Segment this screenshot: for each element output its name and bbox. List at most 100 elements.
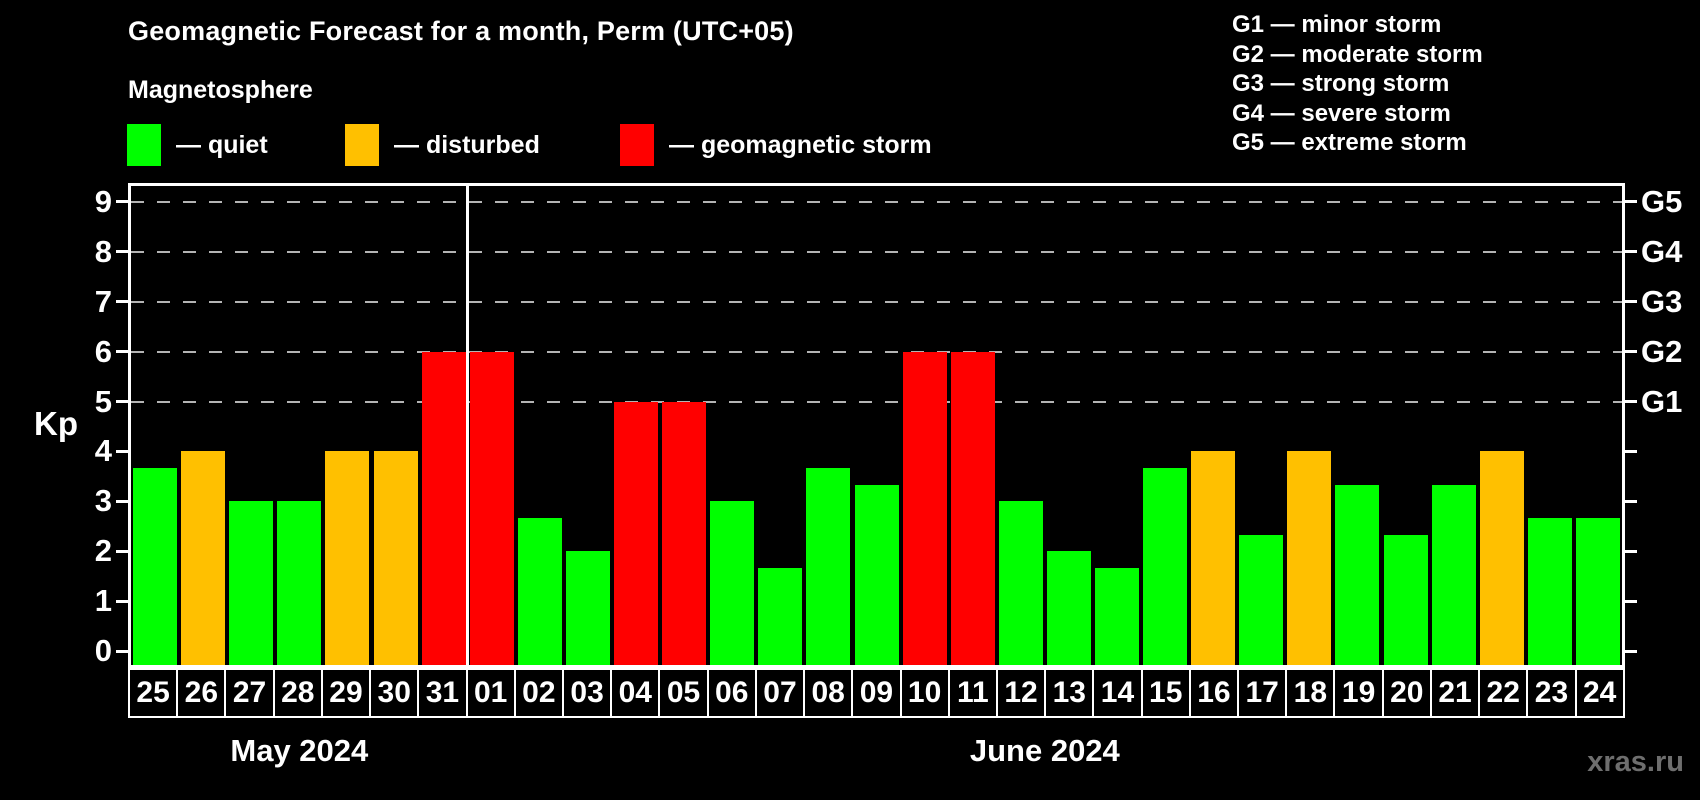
left-tick-kp1 <box>116 599 128 603</box>
right-tick-kp4 <box>1625 449 1637 453</box>
bar-day-10 <box>902 351 947 665</box>
bar-day-02 <box>517 517 562 665</box>
left-tick-kp3 <box>116 499 128 503</box>
g-legend-line-g3: G3 — strong storm <box>1232 70 1450 98</box>
right-tick-kp1 <box>1625 599 1637 603</box>
bar-day-06 <box>710 501 755 665</box>
bar-day-12 <box>998 501 1043 665</box>
date-axis-row: 25 26 27 28 29 30 31 01 02 03 04 05 06 07 08 09 10 11 12 13… <box>128 668 1625 718</box>
plot-inner <box>131 186 1622 665</box>
g-legend-line-g2: G2 — moderate storm <box>1232 40 1483 68</box>
right-tick-kp8 <box>1625 250 1637 254</box>
y-tick-label-9: 9 <box>94 183 112 219</box>
date-cell-03: 03 <box>561 668 613 718</box>
left-tick-kp4 <box>116 449 128 453</box>
bar-day-07 <box>758 567 803 665</box>
y-axis-title-kp: Kp <box>34 405 78 443</box>
bar-day-26 <box>181 451 226 665</box>
g-scale-legend: G1 — minor storm G2 — moderate storm G3 … <box>1232 10 1483 158</box>
bar-day-13 <box>1046 551 1091 665</box>
legend-label-quiet: — quiet <box>176 130 268 159</box>
date-cell-27: 27 <box>224 668 275 718</box>
gridline-kp9 <box>131 200 1622 203</box>
gridline-kp8 <box>131 250 1622 253</box>
disturbed-color-swatch <box>345 124 379 166</box>
bar-day-25 <box>133 467 178 665</box>
bar-day-01 <box>469 351 514 665</box>
quiet-color-swatch <box>127 124 161 166</box>
bar-day-30 <box>373 451 418 665</box>
bar-day-14 <box>1094 567 1139 665</box>
bar-day-28 <box>277 501 322 665</box>
date-cell-24: 24 <box>1574 668 1625 718</box>
left-tick-kp7 <box>116 300 128 304</box>
date-cell-02: 02 <box>513 668 564 718</box>
right-axis-label-g3: G3 <box>1641 283 1683 319</box>
bar-day-11 <box>950 351 995 665</box>
right-tick-kp9 <box>1625 200 1637 204</box>
date-cell-07: 07 <box>754 668 806 718</box>
right-axis-label-g4: G4 <box>1641 233 1683 269</box>
right-tick-kp2 <box>1625 549 1637 553</box>
storm-color-swatch <box>620 124 654 166</box>
date-cell-04: 04 <box>610 668 661 718</box>
date-cell-29: 29 <box>320 668 372 718</box>
bar-day-31 <box>421 351 466 665</box>
bar-day-09 <box>854 484 899 665</box>
date-cell-13: 13 <box>1044 668 1095 718</box>
date-cell-01: 01 <box>465 668 516 718</box>
date-cell-22: 22 <box>1478 668 1529 718</box>
y-tick-label-3: 3 <box>94 483 112 519</box>
right-tick-kp5 <box>1625 400 1637 403</box>
bar-day-20 <box>1383 534 1428 665</box>
legend-label-storm: — geomagnetic storm <box>669 130 932 159</box>
left-tick-kp2 <box>116 549 128 553</box>
right-tick-kp6 <box>1625 350 1637 354</box>
date-cell-09: 09 <box>851 668 902 718</box>
bar-day-04 <box>614 401 659 665</box>
date-cell-28: 28 <box>272 668 323 718</box>
bar-day-15 <box>1143 467 1188 665</box>
bar-day-21 <box>1431 484 1476 665</box>
left-tick-kp8 <box>116 250 128 254</box>
bar-day-29 <box>325 451 370 665</box>
g-legend-line-g4: G4 — severe storm <box>1232 99 1451 127</box>
date-cell-26: 26 <box>176 668 227 718</box>
month-label-june: June 2024 <box>969 733 1120 768</box>
legend-item-disturbed: — disturbed <box>345 124 540 166</box>
date-cell-23: 23 <box>1526 668 1577 718</box>
date-cell-30: 30 <box>369 668 420 718</box>
bar-day-17 <box>1239 534 1284 665</box>
bar-day-22 <box>1479 451 1524 665</box>
date-cell-05: 05 <box>658 668 709 718</box>
bar-day-24 <box>1575 517 1620 665</box>
y-tick-label-6: 6 <box>94 333 112 369</box>
plot-area <box>128 183 1625 668</box>
date-cell-18: 18 <box>1285 668 1336 718</box>
date-cell-19: 19 <box>1333 668 1384 718</box>
date-cell-16: 16 <box>1188 668 1240 718</box>
date-cell-06: 06 <box>706 668 757 718</box>
right-axis-label-g1: G1 <box>1641 383 1683 419</box>
date-cell-11: 11 <box>947 668 998 718</box>
date-cell-20: 20 <box>1381 668 1432 718</box>
y-tick-label-7: 7 <box>94 283 112 319</box>
bar-day-19 <box>1335 484 1380 665</box>
subtitle-magnetosphere: Magnetosphere <box>128 76 313 104</box>
right-tick-kp3 <box>1625 499 1637 503</box>
y-tick-label-4: 4 <box>94 433 112 469</box>
page-title: Geomagnetic Forecast for a month, Perm (… <box>128 16 794 46</box>
date-cell-31: 31 <box>417 668 468 718</box>
bar-day-27 <box>229 501 274 665</box>
bar-day-18 <box>1287 451 1332 665</box>
g-legend-line-g5: G5 — extreme storm <box>1232 129 1467 157</box>
y-tick-label-2: 2 <box>94 533 112 569</box>
gridline-kp5 <box>131 400 1622 403</box>
date-cell-10: 10 <box>899 668 950 718</box>
legend-label-disturbed: — disturbed <box>394 130 540 159</box>
month-separator-line <box>466 186 470 665</box>
date-cell-15: 15 <box>1140 668 1191 718</box>
legend-item-storm: — geomagnetic storm <box>620 124 932 166</box>
date-cell-08: 08 <box>803 668 854 718</box>
